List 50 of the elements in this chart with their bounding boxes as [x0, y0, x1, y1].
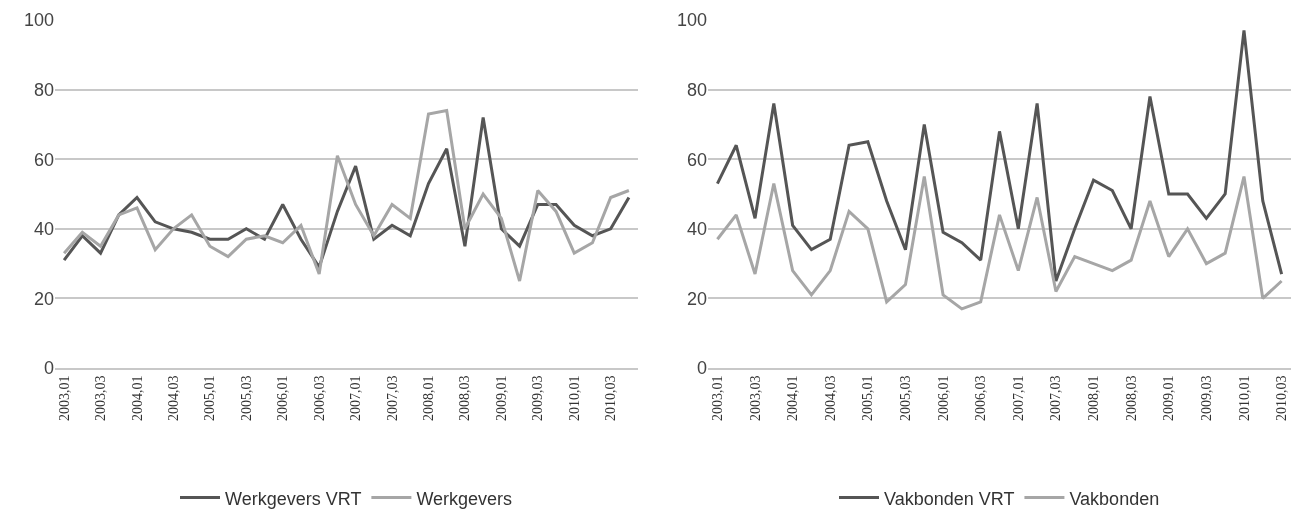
- legend-label: Werkgevers: [416, 488, 513, 509]
- x-tick-label: 2007,01: [1010, 375, 1026, 422]
- x-tick-label: 2010,01: [1236, 375, 1252, 422]
- y-tick-label: 60: [686, 149, 707, 170]
- x-tick-label: 2009,03: [530, 375, 546, 422]
- x-tick-label: 2007,01: [348, 375, 364, 422]
- x-tick-label: 2010,01: [566, 375, 582, 422]
- y-tick-label: 40: [33, 219, 54, 240]
- y-tick-label: 20: [33, 288, 54, 309]
- x-tick-label: 2007,03: [384, 375, 400, 422]
- x-tick-label: 2008,03: [1123, 375, 1139, 422]
- y-tick-label: 40: [686, 219, 707, 240]
- x-tick-label: 2003,03: [747, 375, 763, 422]
- y-tick-label: 20: [686, 288, 707, 309]
- x-tick-label: 2005,03: [238, 375, 254, 422]
- legend-label: Werkgevers VRT: [225, 488, 362, 509]
- x-tick-label: 2009,03: [1198, 375, 1214, 422]
- legend-label: Vakbonden VRT: [884, 488, 1015, 509]
- x-tick-label: 2006,01: [935, 375, 951, 422]
- line-series: [715, 175, 1284, 311]
- x-tick-label: 2006,03: [973, 375, 989, 422]
- x-tick-label: 2008,01: [421, 375, 437, 422]
- x-tick-label: 2005,03: [898, 375, 914, 422]
- x-tick-label: 2008,03: [457, 375, 473, 422]
- y-tick-label: 80: [33, 79, 54, 100]
- y-tick-label: 0: [43, 358, 54, 379]
- x-tick-label: 2006,03: [311, 375, 327, 422]
- legend-label: Vakbonden: [1069, 488, 1160, 509]
- x-tick-label: 2009,01: [493, 375, 509, 422]
- x-tick-label: 2003,01: [56, 375, 72, 422]
- x-tick-label: 2004,03: [822, 375, 838, 422]
- y-tick-label: 100: [676, 10, 707, 31]
- x-tick-label: 2010,03: [603, 375, 619, 422]
- x-tick-label: 2003,03: [93, 375, 109, 422]
- x-tick-label: 2007,03: [1048, 375, 1064, 422]
- x-tick-label: 2006,01: [275, 375, 291, 422]
- x-tick-label: 2009,01: [1161, 375, 1177, 422]
- x-tick-label: 2003,01: [709, 375, 725, 422]
- y-tick-label: 80: [686, 79, 707, 100]
- x-tick-label: 2004,01: [785, 375, 801, 422]
- x-tick-label: 2004,01: [129, 375, 145, 422]
- y-tick-label: 0: [696, 358, 707, 379]
- x-tick-label: 2010,03: [1274, 375, 1290, 422]
- x-tick-label: 2004,03: [165, 375, 181, 422]
- y-tick-label: 60: [33, 149, 54, 170]
- x-tick-label: 2005,01: [202, 375, 218, 422]
- y-tick-label: 100: [23, 10, 54, 31]
- x-tick-label: 2005,01: [860, 375, 876, 422]
- line-series: [715, 28, 1284, 283]
- x-tick-label: 2008,01: [1086, 375, 1102, 422]
